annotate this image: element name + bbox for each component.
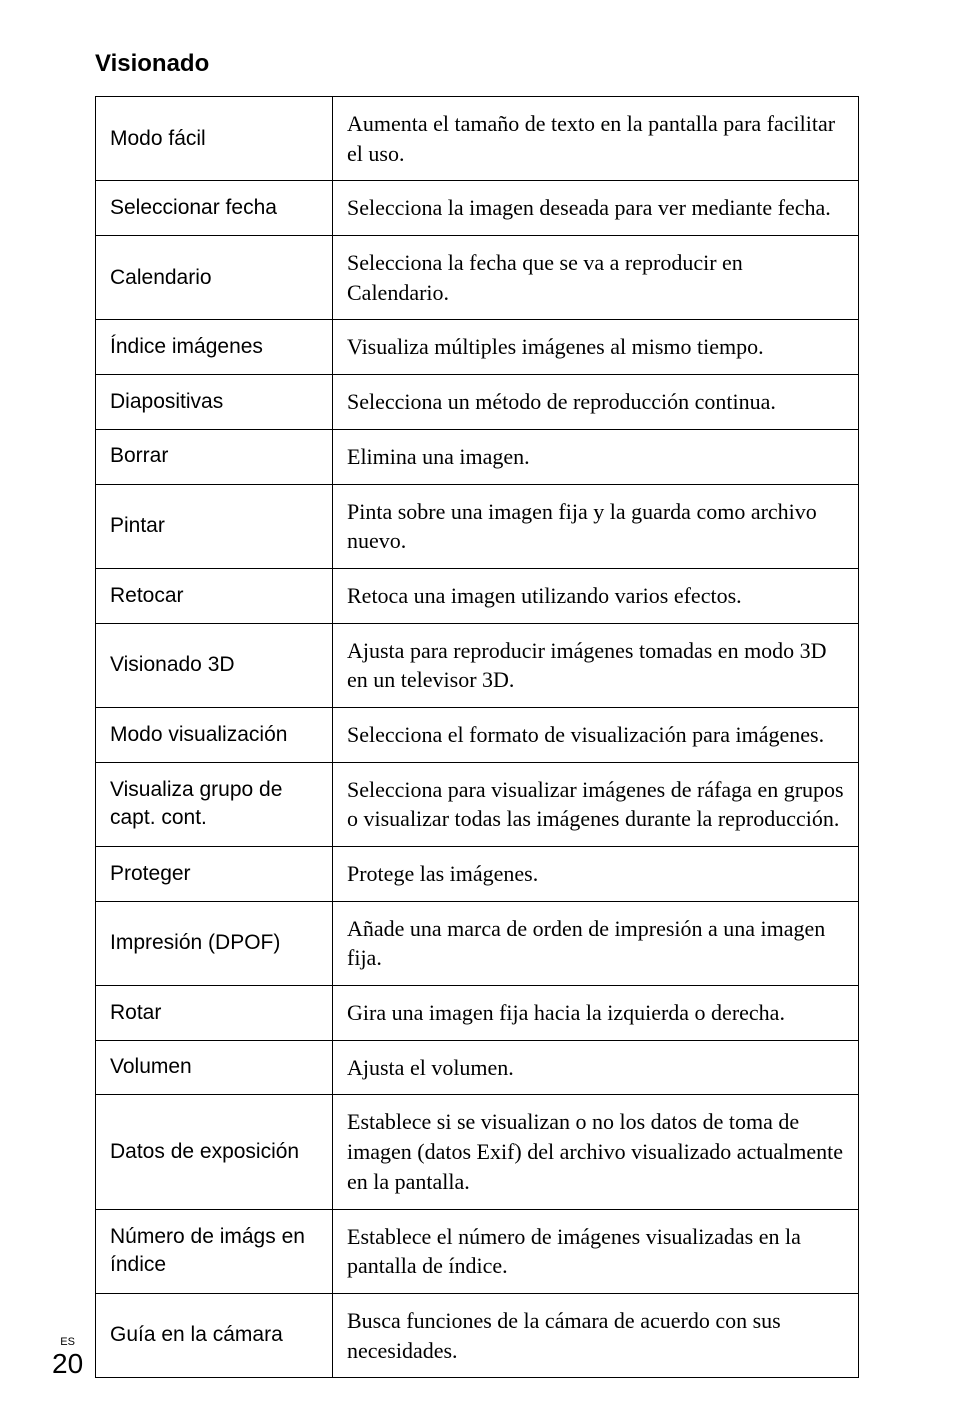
table-row: Retocar Retoca una imagen utilizando var…	[96, 568, 859, 623]
feature-name: Modo fácil	[96, 97, 333, 181]
table-row: Proteger Protege las imágenes.	[96, 847, 859, 902]
table-row: Pintar Pinta sobre una imagen fija y la …	[96, 484, 859, 568]
feature-desc: Ajusta para reproducir imágenes tomadas …	[333, 623, 859, 707]
feature-name: Visionado 3D	[96, 623, 333, 707]
feature-name: Datos de exposición	[96, 1095, 333, 1209]
feature-name: Volumen	[96, 1040, 333, 1095]
feature-name: Modo visualización	[96, 707, 333, 762]
table-row: Visionado 3D Ajusta para reproducir imág…	[96, 623, 859, 707]
feature-desc: Selecciona el formato de visualización p…	[333, 707, 859, 762]
feature-name: Impresión (DPOF)	[96, 901, 333, 985]
table-row: Seleccionar fecha Selecciona la imagen d…	[96, 181, 859, 236]
table-row: Índice imágenes Visualiza múltiples imág…	[96, 320, 859, 375]
feature-name: Diapositivas	[96, 375, 333, 430]
table-row: Modo fácil Aumenta el tamaño de texto en…	[96, 97, 859, 181]
feature-desc: Selecciona la imagen deseada para ver me…	[333, 181, 859, 236]
table-row: Volumen Ajusta el volumen.	[96, 1040, 859, 1095]
feature-name: Visualiza grupo de capt. cont.	[96, 762, 333, 846]
feature-name: Rotar	[96, 986, 333, 1041]
feature-name: Guía en la cámara	[96, 1293, 333, 1377]
feature-desc: Protege las imágenes.	[333, 847, 859, 902]
feature-desc: Gira una imagen fija hacia la izquierda …	[333, 986, 859, 1041]
table-row: Modo visualización Selecciona el formato…	[96, 707, 859, 762]
feature-desc: Selecciona la fecha que se va a reproduc…	[333, 236, 859, 320]
feature-name: Número de imágs en índice	[96, 1209, 333, 1293]
footer-page-number: 20	[52, 1350, 83, 1378]
feature-name: Calendario	[96, 236, 333, 320]
feature-desc: Elimina una imagen.	[333, 429, 859, 484]
section-title: Visionado	[95, 50, 859, 78]
feature-name: Proteger	[96, 847, 333, 902]
feature-table: Modo fácil Aumenta el tamaño de texto en…	[95, 96, 859, 1378]
feature-desc: Establece el número de imágenes visualiz…	[333, 1209, 859, 1293]
feature-desc: Visualiza múltiples imágenes al mismo ti…	[333, 320, 859, 375]
table-row: Datos de exposición Establece si se visu…	[96, 1095, 859, 1209]
feature-name: Seleccionar fecha	[96, 181, 333, 236]
feature-name: Retocar	[96, 568, 333, 623]
table-row: Rotar Gira una imagen fija hacia la izqu…	[96, 986, 859, 1041]
footer-lang: ES	[52, 1337, 83, 1348]
feature-desc: Añade una marca de orden de impresión a …	[333, 901, 859, 985]
feature-desc: Establece si se visualizan o no los dato…	[333, 1095, 859, 1209]
table-row: Guía en la cámara Busca funciones de la …	[96, 1293, 859, 1377]
table-row: Impresión (DPOF) Añade una marca de orde…	[96, 901, 859, 985]
table-row: Visualiza grupo de capt. cont. Seleccion…	[96, 762, 859, 846]
table-row: Calendario Selecciona la fecha que se va…	[96, 236, 859, 320]
feature-desc: Selecciona un método de reproducción con…	[333, 375, 859, 430]
table-row: Diapositivas Selecciona un método de rep…	[96, 375, 859, 430]
feature-desc: Pinta sobre una imagen fija y la guarda …	[333, 484, 859, 568]
page-footer: ES 20	[52, 1337, 83, 1378]
feature-desc: Ajusta el volumen.	[333, 1040, 859, 1095]
feature-name: Pintar	[96, 484, 333, 568]
feature-name: Índice imágenes	[96, 320, 333, 375]
feature-name: Borrar	[96, 429, 333, 484]
feature-desc: Aumenta el tamaño de texto en la pantall…	[333, 97, 859, 181]
feature-desc: Busca funciones de la cámara de acuerdo …	[333, 1293, 859, 1377]
feature-desc: Selecciona para visualizar imágenes de r…	[333, 762, 859, 846]
feature-table-body: Modo fácil Aumenta el tamaño de texto en…	[96, 97, 859, 1378]
table-row: Número de imágs en índice Establece el n…	[96, 1209, 859, 1293]
page: Visionado Modo fácil Aumenta el tamaño d…	[0, 0, 954, 1418]
feature-desc: Retoca una imagen utilizando varios efec…	[333, 568, 859, 623]
table-row: Borrar Elimina una imagen.	[96, 429, 859, 484]
